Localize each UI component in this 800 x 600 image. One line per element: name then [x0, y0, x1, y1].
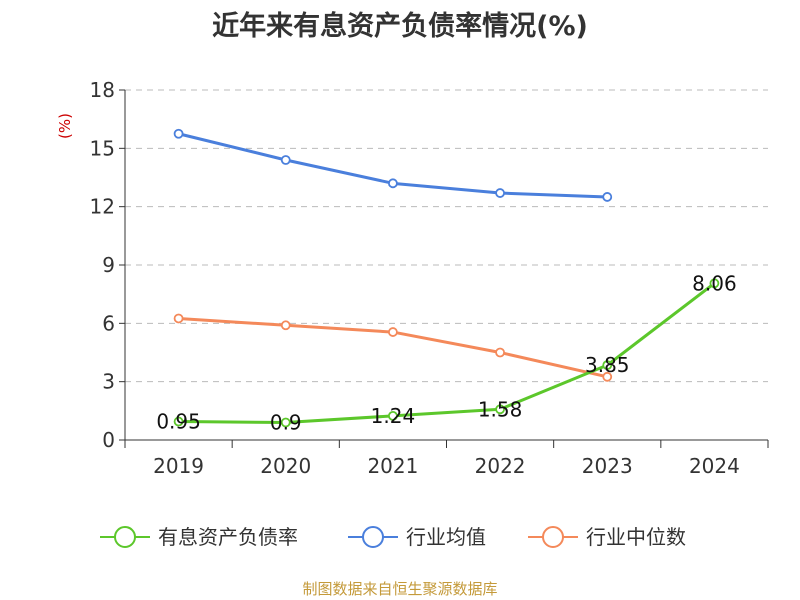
- data-labels: 0.95 0.9 1.24 1.58 3.85 8.06: [156, 271, 736, 434]
- series-lines: [178, 132, 716, 424]
- data-point: [173, 128, 184, 139]
- y-tick-label: 0: [102, 428, 115, 452]
- series-line: [178, 282, 716, 424]
- y-tick-label: 15: [90, 136, 115, 160]
- data-label: 3.85: [585, 353, 630, 377]
- data-label: 1.58: [478, 397, 523, 421]
- data-point: [280, 417, 291, 428]
- data-point: [495, 188, 505, 198]
- data-label: 0.9: [270, 411, 302, 435]
- y-tick-label: 12: [90, 195, 115, 219]
- data-point: [602, 360, 613, 371]
- gridlines: [125, 89, 768, 383]
- y-tick-label: 18: [90, 78, 115, 102]
- chart-title: 近年来有息资产负债率情况(%): [212, 11, 588, 42]
- data-point: [388, 178, 398, 189]
- legend-label: 有息资产负债率: [158, 525, 298, 549]
- data-point: [173, 416, 184, 427]
- y-tick-label: 6: [102, 311, 115, 335]
- legend-swatch-marker: [362, 526, 384, 548]
- data-point: [495, 404, 505, 415]
- legend-label: 行业中位数: [586, 525, 686, 549]
- x-tick-label: 2022: [475, 454, 526, 478]
- data-label: 8.06: [692, 271, 737, 295]
- y-tick-label: 3: [102, 370, 115, 394]
- legend: 有息资产负债率 行业均值 行业中位数: [100, 525, 686, 549]
- data-point: [495, 347, 505, 358]
- data-label: 0.95: [156, 410, 201, 434]
- data-point: [602, 371, 613, 382]
- data-point: [388, 327, 398, 337]
- data-point: [388, 410, 398, 421]
- legend-swatch-marker: [542, 526, 564, 548]
- data-point: [280, 320, 291, 331]
- y-axis-ticks: 0 3 6 9 12 15 18: [90, 78, 125, 452]
- legend-label: 行业均值: [406, 525, 486, 549]
- data-point: [709, 278, 720, 289]
- data-label: 1.24: [371, 404, 416, 428]
- legend-swatch-marker: [114, 526, 136, 548]
- x-axis-ticks: 2019 2020 2021 2022 2023 2024: [124, 440, 769, 478]
- x-tick-label: 2019: [153, 454, 204, 478]
- x-tick-label: 2020: [260, 454, 311, 478]
- x-tick-label: 2021: [367, 454, 418, 478]
- source-note: 制图数据来自恒生聚源数据库: [302, 580, 498, 598]
- y-axis-unit: (%): [56, 113, 74, 139]
- data-point: [602, 192, 613, 202]
- data-point: [173, 313, 184, 324]
- data-point: [280, 155, 291, 165]
- x-tick-label: 2023: [582, 454, 633, 478]
- x-tick-label: 2024: [689, 454, 740, 478]
- series-points: [173, 128, 720, 428]
- y-tick-label: 9: [102, 253, 115, 277]
